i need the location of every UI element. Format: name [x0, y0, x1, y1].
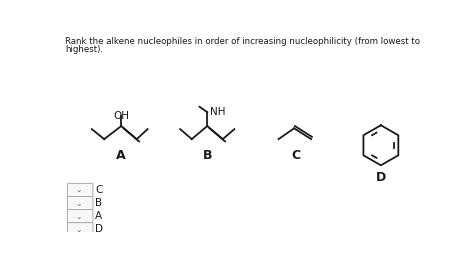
Text: ⌄: ⌄: [76, 212, 82, 221]
Text: D: D: [95, 224, 103, 234]
Text: highest).: highest).: [65, 45, 103, 54]
FancyBboxPatch shape: [67, 210, 93, 223]
Text: ⌄: ⌄: [76, 185, 82, 194]
Text: ⌄: ⌄: [76, 225, 82, 234]
Text: ⌄: ⌄: [76, 199, 82, 207]
Text: D: D: [376, 171, 386, 185]
FancyBboxPatch shape: [67, 183, 93, 197]
Text: A: A: [95, 211, 102, 221]
Text: C: C: [95, 185, 102, 195]
Text: NH: NH: [210, 107, 226, 117]
Text: B: B: [95, 198, 102, 208]
Text: C: C: [291, 149, 300, 162]
Text: A: A: [117, 149, 126, 162]
Text: OH: OH: [113, 111, 129, 121]
FancyBboxPatch shape: [67, 223, 93, 236]
FancyBboxPatch shape: [67, 197, 93, 210]
Text: B: B: [202, 149, 212, 162]
Text: Rank the alkene nucleophiles in order of increasing nucleophilicity (from lowest: Rank the alkene nucleophiles in order of…: [65, 38, 420, 46]
